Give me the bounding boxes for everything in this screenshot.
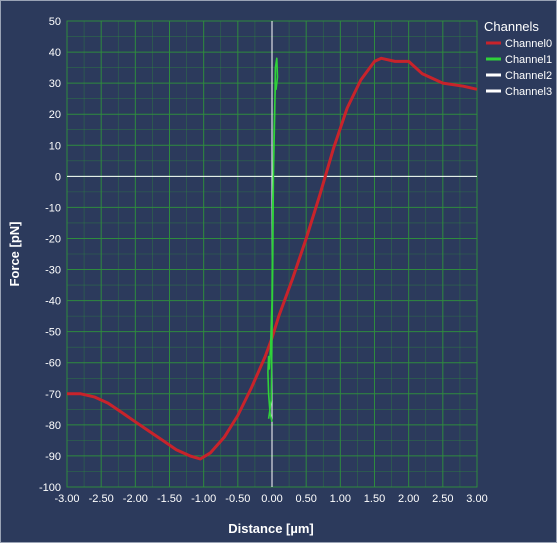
x-tick-label: 1.00 xyxy=(330,493,351,505)
x-tick-label: 2.00 xyxy=(398,493,419,505)
x-tick-label: 0.00 xyxy=(261,493,282,505)
y-tick-label: -60 xyxy=(45,358,61,370)
y-tick-label: -80 xyxy=(45,420,61,432)
series-line-channel0 xyxy=(67,56,478,461)
y-tick-label: 10 xyxy=(49,140,61,152)
y-tick-label: 30 xyxy=(49,78,61,90)
y-tick-label: -10 xyxy=(45,202,61,214)
legend-title: Channels xyxy=(484,19,539,34)
y-tick-label: -100 xyxy=(39,482,61,494)
x-tick-label: -2.50 xyxy=(89,493,114,505)
legend-label: Channel2 xyxy=(505,70,552,82)
x-tick-label: 0.50 xyxy=(295,493,316,505)
y-tick-label: -50 xyxy=(45,327,61,339)
y-tick-label: -70 xyxy=(45,389,61,401)
y-tick-label: -30 xyxy=(45,265,61,277)
x-tick-labels: -3.00 -2.50 -2.00 -1.50 -1.00 -0.50 0.00 0.50 1.… xyxy=(54,493,487,505)
y-tick-label: 20 xyxy=(49,109,61,121)
y-tick-label: -20 xyxy=(45,233,61,245)
series-line-channel1 xyxy=(267,57,279,422)
x-tick-label: -3.00 xyxy=(54,493,79,505)
y-tick-label: -90 xyxy=(45,451,61,463)
x-tick-label: 1.50 xyxy=(364,493,385,505)
y-tick-label: 0 xyxy=(55,171,61,183)
y-tick-label: 50 xyxy=(49,16,61,28)
y-axis-title: Force [pN] xyxy=(7,222,22,287)
x-tick-label: -1.00 xyxy=(191,493,216,505)
series-group xyxy=(67,56,478,461)
y-tick-labels: 50 40 30 20 10 0 -10 -20 -30 -40 -50 -60 -70 -80 -90 -1… xyxy=(39,16,61,494)
y-tick-label: 40 xyxy=(49,47,61,59)
x-tick-label: -1.50 xyxy=(157,493,182,505)
legend-label: Channel0 xyxy=(505,38,552,50)
legend-label: Channel1 xyxy=(505,54,552,66)
x-tick-label: 3.00 xyxy=(466,493,487,505)
x-axis-title: Distance [µm] xyxy=(228,521,314,536)
x-tick-label: -0.50 xyxy=(225,493,250,505)
legend-label: Channel3 xyxy=(505,86,552,98)
x-tick-label: -2.00 xyxy=(123,493,148,505)
x-tick-label: 2.50 xyxy=(432,493,453,505)
y-tick-label: -40 xyxy=(45,296,61,308)
legend-items: Channel0 Channel1 Channel2 Channel3 xyxy=(486,38,552,98)
legend: Channels Channel0Channel1Channel2Channel… xyxy=(484,19,552,98)
